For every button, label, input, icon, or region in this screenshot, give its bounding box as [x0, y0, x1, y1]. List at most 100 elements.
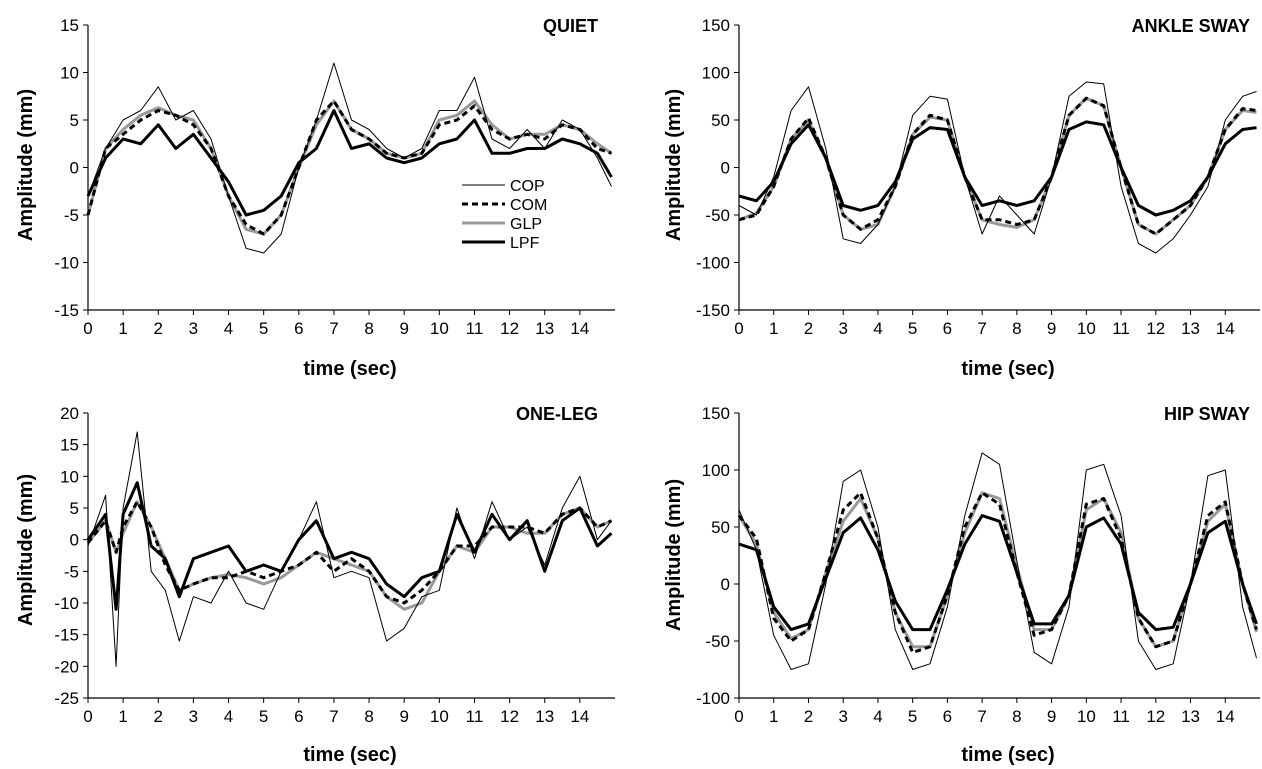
x-tick-label: 1 [118, 707, 127, 726]
x-tick-label: 13 [535, 319, 554, 338]
x-tick-label: 7 [977, 319, 986, 338]
x-tick-label: 9 [1047, 707, 1056, 726]
y-tick-label: -25 [54, 689, 79, 708]
x-tick-label: 14 [1216, 707, 1235, 726]
series-line-cop [87, 62, 612, 254]
chart-panel-ankle-sway: ANKLE SWAY time (sec) Amplitude (mm) -15… [663, 16, 1260, 380]
x-tick-label: 8 [364, 707, 373, 726]
y-tick-label: -50 [705, 632, 730, 651]
x-tick-label: 9 [1047, 319, 1056, 338]
x-axis-title: time (sec) [961, 358, 1054, 380]
y-tick-label: -100 [696, 254, 730, 273]
x-tick-label: 7 [977, 707, 986, 726]
y-tick-label: -15 [54, 301, 79, 320]
x-tick-label: 7 [329, 707, 338, 726]
y-tick-label: 50 [711, 111, 730, 130]
series-line-glp [737, 491, 1258, 649]
x-tick-label: 6 [294, 319, 303, 338]
series-line-lpf [86, 109, 613, 217]
y-axis-title: Amplitude (mm) [663, 479, 685, 631]
legend: COP COM GLP LPF [462, 178, 547, 252]
series-line-com [86, 99, 612, 236]
y-tick-label: 0 [721, 575, 730, 594]
x-tick-label: 5 [908, 319, 917, 338]
x-tick-label: 2 [804, 319, 813, 338]
y-tick-label: -10 [54, 594, 79, 613]
x-tick-label: 13 [535, 707, 554, 726]
x-axis-title: time (sec) [961, 744, 1054, 766]
y-tick-label: 0 [70, 531, 79, 550]
y-tick-label: 0 [721, 159, 730, 178]
y-tick-label: 15 [60, 16, 79, 35]
x-tick-label: 8 [364, 319, 373, 338]
y-tick-label: -5 [64, 206, 79, 225]
x-tick-label: 12 [500, 319, 519, 338]
x-tick-label: 3 [189, 319, 198, 338]
x-tick-label: 1 [769, 707, 778, 726]
y-tick-label: -5 [64, 562, 79, 581]
y-tick-label: 15 [60, 436, 79, 455]
x-tick-label: 9 [399, 319, 408, 338]
x-tick-label: 8 [1012, 707, 1021, 726]
x-tick-label: 11 [1112, 707, 1130, 726]
x-tick-label: 12 [1146, 319, 1165, 338]
x-tick-label: 6 [294, 707, 303, 726]
x-tick-label: 7 [329, 319, 338, 338]
y-tick-label: 150 [702, 404, 730, 423]
x-tick-label: 14 [570, 707, 589, 726]
x-tick-label: 12 [1146, 707, 1165, 726]
x-tick-label: 12 [500, 707, 519, 726]
x-tick-label: 8 [1012, 319, 1021, 338]
panel-title: HIP SWAY [1164, 404, 1250, 424]
series-line-lpf [738, 514, 1258, 632]
y-tick-label: 10 [60, 64, 79, 83]
x-tick-label: 10 [430, 707, 449, 726]
series-line-cop [87, 431, 612, 667]
x-tick-label: 2 [154, 707, 163, 726]
x-tick-label: 11 [1112, 319, 1130, 338]
y-axis-title: Amplitude (mm) [663, 89, 685, 241]
chart-panel-quiet: QUIET time (sec) Amplitude (mm) -15 -10 -5… [15, 16, 615, 380]
x-tick-label: 3 [838, 707, 847, 726]
legend-label: COM [510, 197, 547, 214]
x-tick-label: 0 [83, 707, 92, 726]
series-line-lpf [738, 120, 1257, 217]
y-tick-label: -15 [54, 626, 79, 645]
y-tick-label: 50 [711, 518, 730, 537]
panel-title: QUIET [543, 16, 598, 36]
series-line-glp [86, 99, 613, 236]
y-tick-label: 150 [702, 16, 730, 35]
x-tick-label: 0 [734, 319, 743, 338]
series-line-glp [738, 96, 1257, 236]
x-axis-title: time (sec) [303, 358, 396, 380]
y-tick-label: -150 [696, 301, 730, 320]
y-tick-label: 5 [70, 111, 79, 130]
y-tick-label: 5 [70, 499, 79, 518]
x-tick-label: 4 [224, 707, 233, 726]
series-line-cop [738, 452, 1257, 670]
series-line-cop [738, 81, 1257, 254]
legend-label: GLP [510, 216, 542, 233]
x-tick-label: 9 [399, 707, 408, 726]
x-tick-label: 10 [1077, 707, 1096, 726]
x-tick-label: 11 [466, 319, 484, 338]
y-tick-label: -20 [54, 657, 79, 676]
x-tick-label: 4 [873, 319, 882, 338]
x-tick-label: 14 [570, 319, 589, 338]
legend-label: LPF [510, 235, 540, 252]
x-tick-label: 0 [734, 707, 743, 726]
x-tick-label: 10 [1077, 319, 1096, 338]
x-tick-label: 13 [1181, 707, 1200, 726]
y-tick-label: -10 [54, 254, 79, 273]
y-axis-title: Amplitude (mm) [15, 89, 37, 241]
x-tick-label: 0 [83, 319, 92, 338]
y-tick-label: -50 [705, 206, 730, 225]
panel-title: ANKLE SWAY [1132, 16, 1250, 36]
x-tick-label: 5 [259, 319, 268, 338]
x-tick-label: 6 [943, 707, 952, 726]
x-tick-label: 5 [908, 707, 917, 726]
